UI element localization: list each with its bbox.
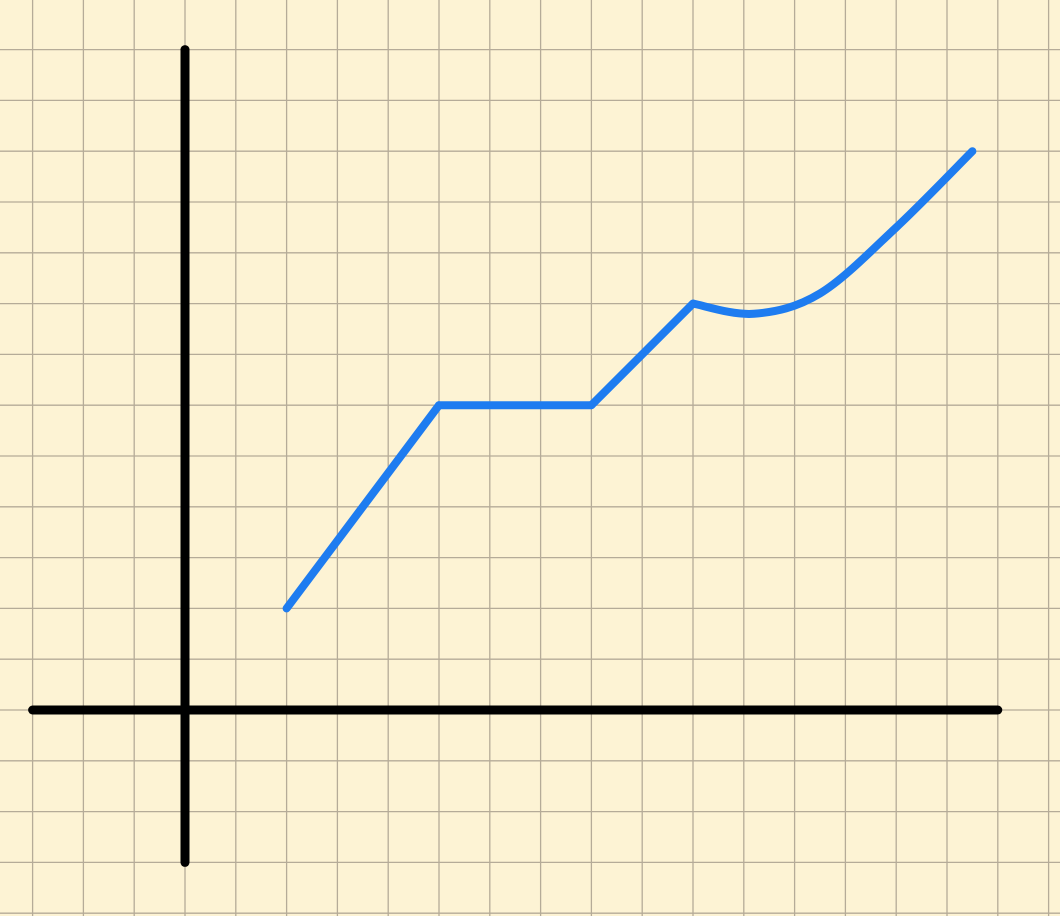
line-segment [282, 401, 443, 613]
line-segment [587, 299, 697, 410]
curve-segment [689, 147, 977, 318]
series-line [282, 147, 977, 613]
axes [28, 45, 1003, 867]
plot-area [282, 147, 977, 613]
